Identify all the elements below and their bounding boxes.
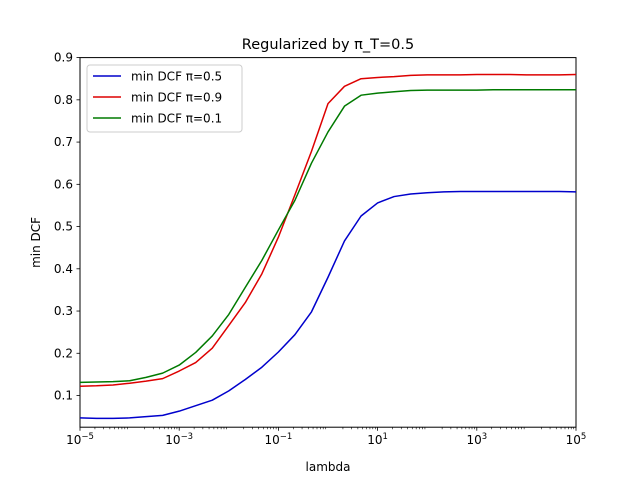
- y-tick-label: 0.4: [54, 262, 73, 276]
- legend-label-2: min DCF π=0.9: [131, 91, 222, 105]
- y-tick-label: 0.9: [54, 51, 73, 65]
- x-tick-label: 10−1: [264, 432, 292, 447]
- plot-frame: [79, 57, 577, 428]
- x-tick-label: 10−3: [165, 432, 193, 447]
- series-line-2: [79, 73, 577, 387]
- series-line-3: [79, 88, 576, 384]
- y-tick-label: 0.1: [54, 389, 73, 403]
- x-tick-label: 10−5: [66, 432, 94, 447]
- y-tick-label: 0.8: [54, 93, 73, 107]
- x-tick-label: 105: [566, 432, 587, 447]
- y-tick-label: 0.3: [54, 304, 73, 318]
- y-axis-label: min DCF: [29, 217, 43, 268]
- legend-label-3: min DCF π=0.1: [131, 112, 222, 126]
- legend: min DCF π=0.5 min DCF π=0.9 min DCF π=0.1: [86, 64, 243, 133]
- series-layer: [79, 73, 577, 420]
- y-axis-ticks: 0.1 0.2 0.3 0.4 0.5 0.6 0.7 0.8 0.9: [54, 51, 80, 403]
- x-axis-ticks: 10−5 10−3 10−1 101 103 105: [66, 427, 586, 447]
- y-tick-label: 0.2: [54, 346, 73, 360]
- x-tick-label: 101: [367, 432, 388, 447]
- series-line-1: [79, 190, 577, 420]
- y-tick-label: 0.5: [54, 220, 73, 234]
- x-tick-label: 103: [466, 432, 487, 447]
- y-tick-label: 0.6: [54, 177, 73, 191]
- legend-box: [86, 64, 243, 133]
- chart-title: Regularized by π_T=0.5: [242, 37, 414, 53]
- legend-label-1: min DCF π=0.5: [131, 70, 222, 84]
- y-tick-label: 0.7: [54, 135, 73, 149]
- x-axis-label: lambda: [306, 460, 351, 474]
